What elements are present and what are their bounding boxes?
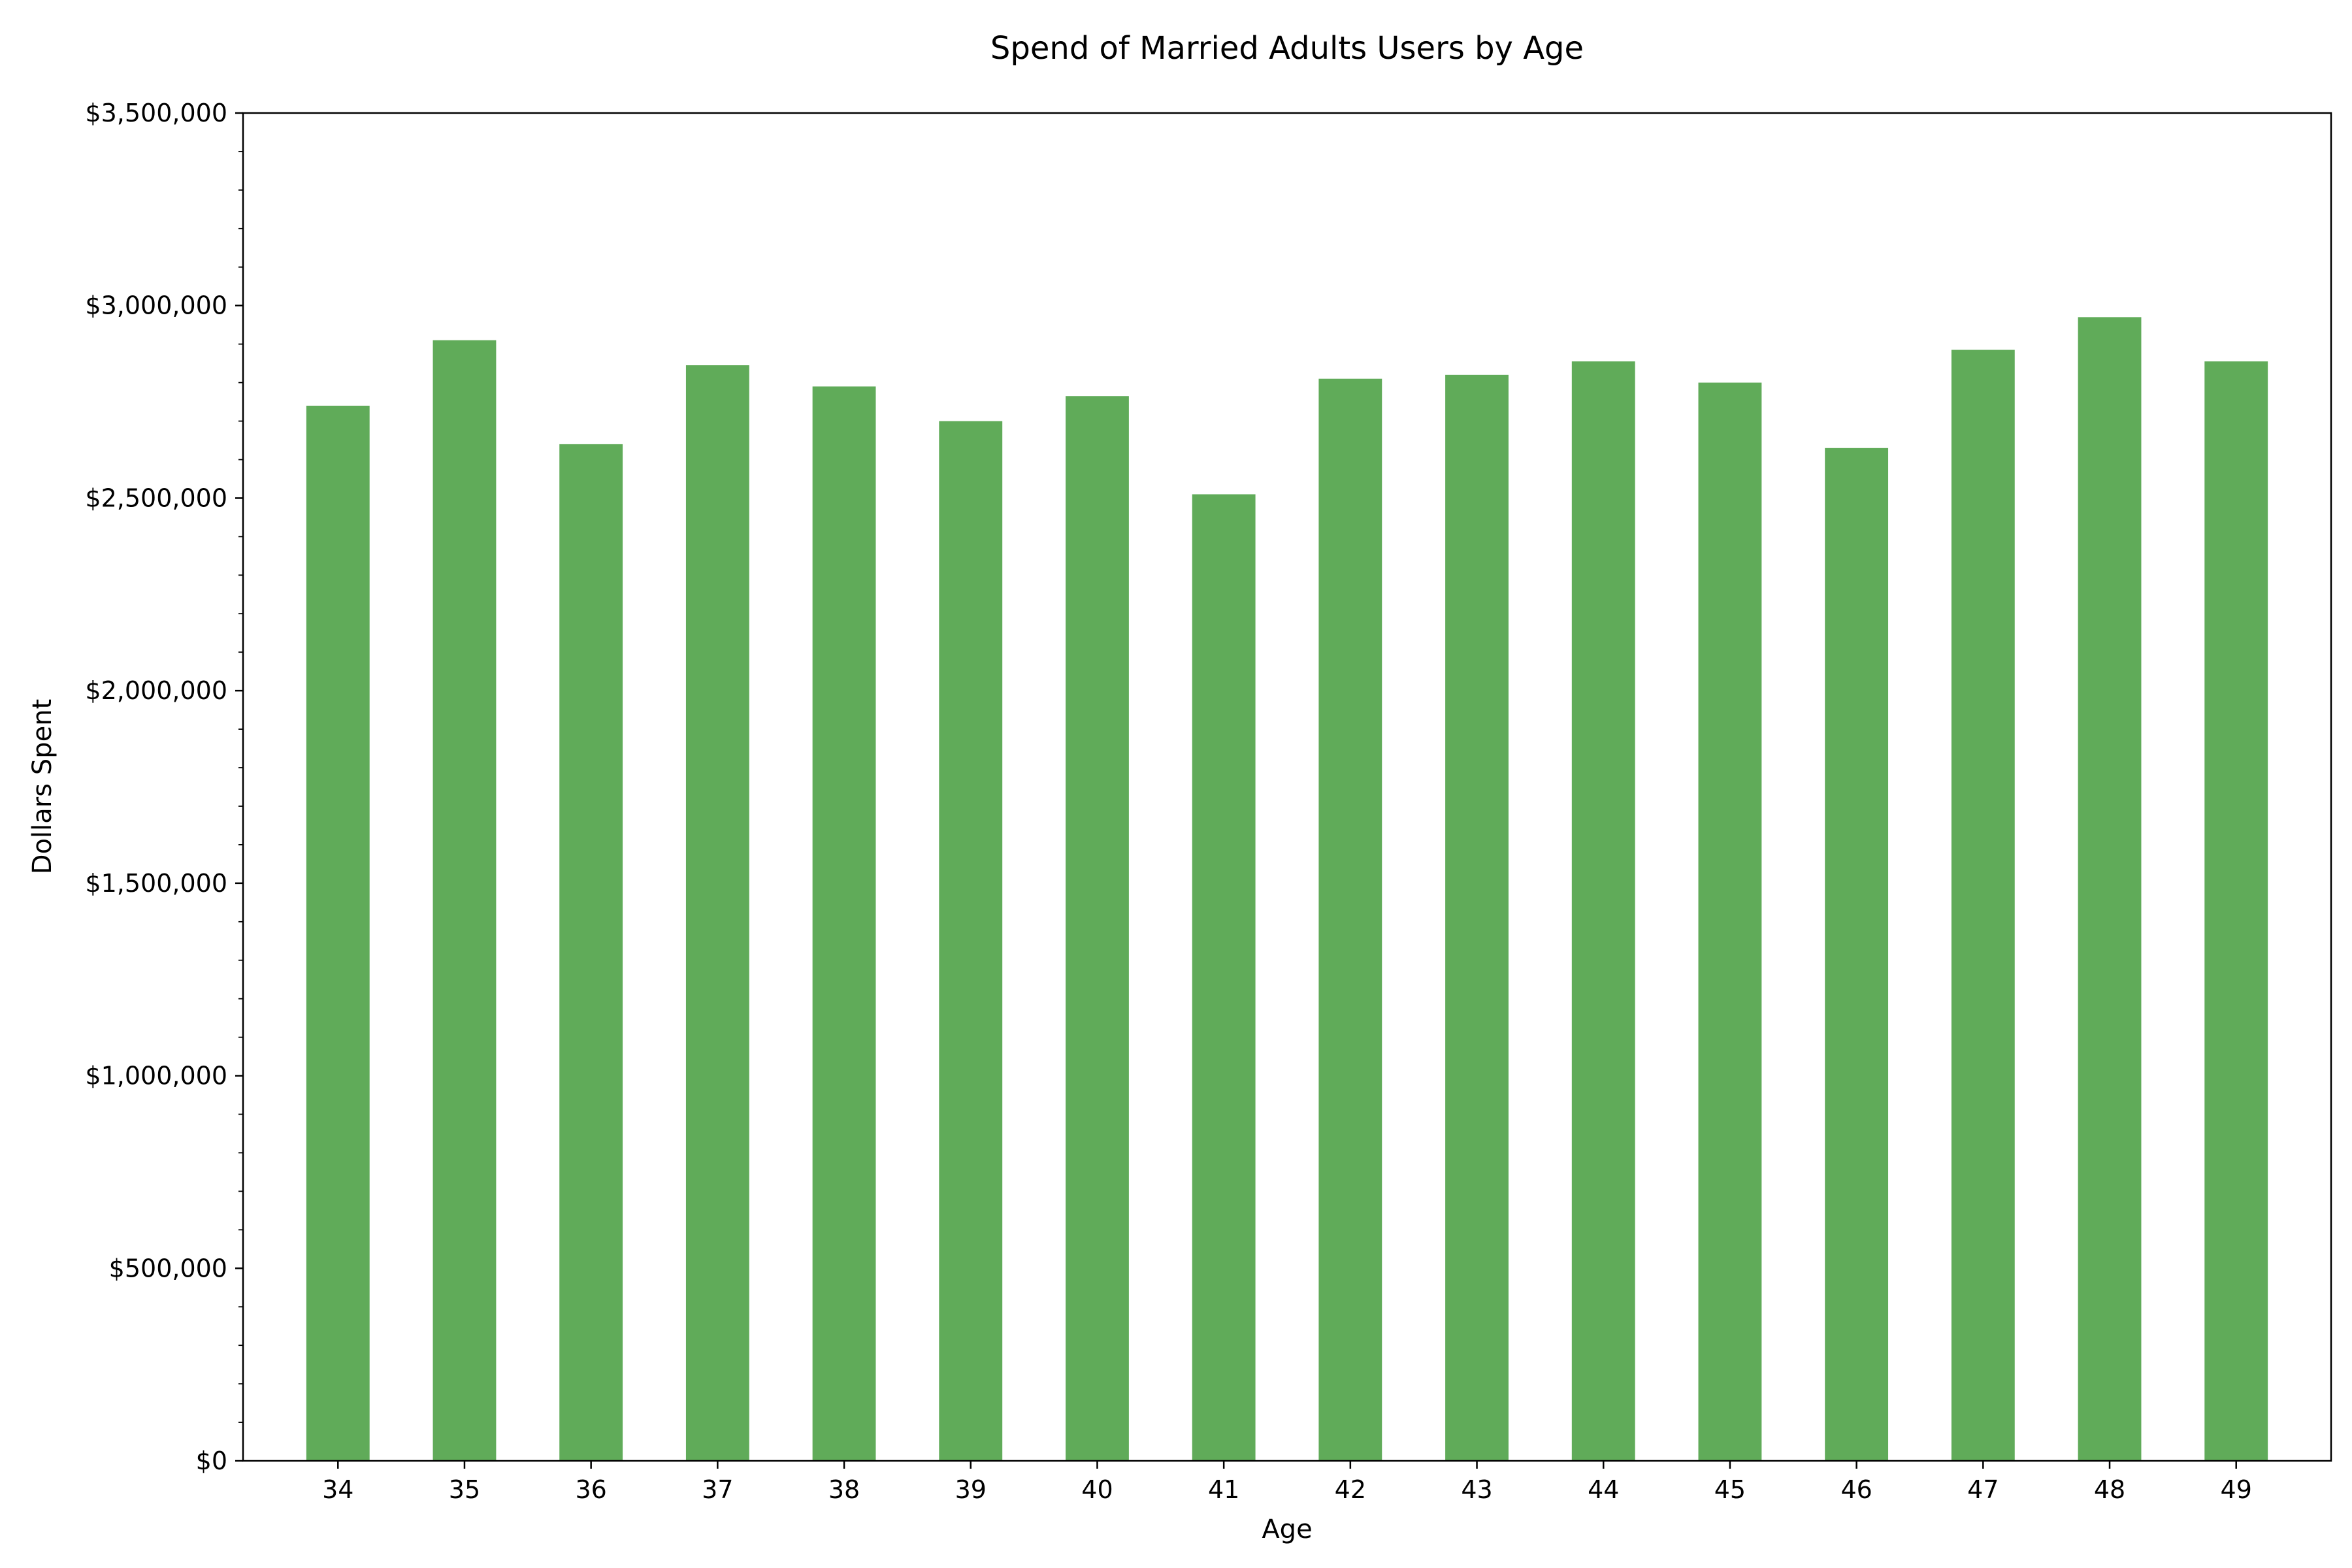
x-tick-label: 35 (449, 1475, 480, 1504)
bar-37 (685, 365, 749, 1462)
y-axis-label: Dollars Spent (27, 699, 57, 874)
bar-49 (2204, 361, 2268, 1462)
x-tick-label: 47 (1967, 1475, 1999, 1504)
x-axis-label: Age (1262, 1514, 1312, 1544)
bar-44 (1571, 361, 1635, 1462)
y-tick-label: $2,500,000 (85, 483, 227, 512)
bar-45 (1698, 382, 1762, 1461)
y-tick-label: $3,000,000 (85, 291, 227, 320)
y-tick-label: $3,500,000 (85, 99, 227, 127)
x-tick-label: 48 (2094, 1475, 2125, 1504)
bar-43 (1445, 374, 1509, 1461)
bar-40 (1066, 396, 1129, 1461)
y-tick-label: $1,000,000 (85, 1062, 227, 1090)
bar-46 (1825, 448, 1889, 1461)
x-tick-label: 43 (1461, 1475, 1492, 1504)
plot-frame (242, 112, 2332, 1462)
chart-title: Spend of Married Adults Users by Age (990, 30, 1584, 67)
y-tick-label: $2,000,000 (85, 676, 227, 705)
bar-35 (433, 340, 497, 1461)
x-tick-label: 45 (1714, 1475, 1746, 1504)
x-tick-label: 37 (702, 1475, 733, 1504)
x-tick-label: 41 (1208, 1475, 1239, 1504)
x-tick-label: 39 (955, 1475, 987, 1504)
x-tick-label: 34 (322, 1475, 353, 1504)
y-tick-label: $0 (196, 1446, 227, 1475)
x-tick-label: 36 (575, 1475, 606, 1504)
bar-42 (1318, 378, 1382, 1461)
x-tick-label: 40 (1081, 1475, 1113, 1504)
x-tick-label: 46 (1840, 1475, 1872, 1504)
bar-41 (1192, 494, 1256, 1461)
bars-group (306, 317, 2268, 1462)
bar-36 (559, 444, 623, 1461)
y-tick-label: $500,000 (109, 1254, 227, 1282)
bar-39 (939, 421, 1003, 1461)
bar-48 (2078, 317, 2142, 1461)
x-tick-label: 49 (2221, 1475, 2252, 1504)
x-tick-label: 42 (1335, 1475, 1366, 1504)
x-tick-label: 44 (1588, 1475, 1619, 1504)
bar-38 (812, 386, 876, 1461)
x-tick-label: 38 (828, 1475, 860, 1504)
y-tick-label: $1,500,000 (85, 869, 227, 898)
bar-34 (306, 405, 370, 1461)
y-axis: $0 $500,000 $1,000,000 $1,500,000 $2,000,000… (85, 99, 243, 1475)
x-axis: 34 35 36 37 38 39 40 41 42 43 44 45 46 47 48 49 (322, 1461, 2252, 1504)
bar-47 (1951, 350, 2015, 1462)
